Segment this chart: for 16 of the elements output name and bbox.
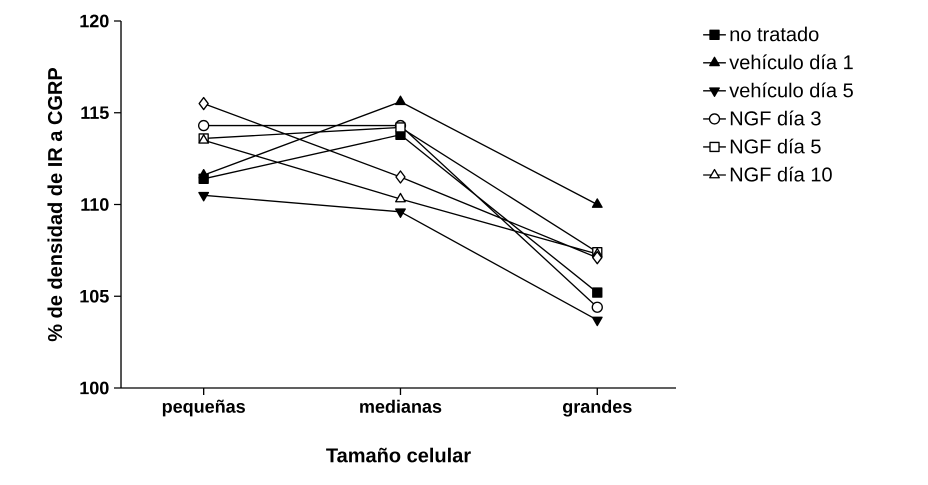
legend-label: vehículo día 5 [729,82,853,98]
x-axis-title: Tamaño celular [326,448,471,462]
y-tick-label: 105 [80,290,109,303]
legend-label: NGF día 3 [730,110,821,126]
legend-label: NGF día 5 [730,138,821,154]
legend-label: NGF día 10 [730,166,832,182]
y-tick-label: 115 [81,106,109,120]
y-tick-label: 120 [80,14,109,28]
x-tick-label: medianas [360,400,442,413]
x-tick-label: grandes [563,400,632,417]
x-tick-label: pequeñas [162,400,245,416]
legend-label: vehículo día 1 [729,54,853,70]
y-tick-label: 100 [80,382,109,394]
y-axis-title: % de densidad de IR a CGRP [47,68,62,342]
legend-label: no tratado [730,26,818,42]
y-tick-label: 110 [81,198,109,211]
